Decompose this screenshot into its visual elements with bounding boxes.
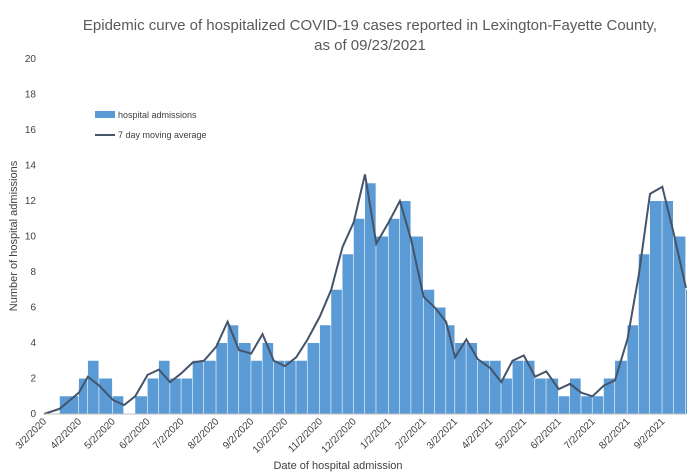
admissions-bar: [365, 183, 376, 414]
admissions-bar: [319, 325, 331, 414]
x-tick-label: 6/2/2021: [529, 416, 565, 452]
x-tick-label: 8/2/2021: [597, 416, 633, 452]
admissions-bar: [434, 307, 446, 414]
admissions-bar: [296, 360, 307, 414]
x-tick-label: 2/2/2021: [393, 416, 429, 452]
admissions-bar: [603, 378, 615, 414]
x-tick-label: 10/2/2020: [251, 416, 291, 456]
y-tick-label: 0: [30, 409, 36, 420]
admissions-bar: [285, 360, 296, 414]
y-tick-label: 2: [30, 374, 36, 385]
legend-label-admissions: hospital admissions: [118, 110, 197, 120]
y-axis-label: Number of hospital admissions: [8, 160, 20, 311]
admissions-bar: [423, 289, 435, 414]
admissions-bar: [501, 378, 512, 414]
admissions-bar: [112, 396, 124, 414]
y-tick-label: 10: [25, 232, 37, 243]
x-tick-label: 11/2/2020: [286, 416, 325, 455]
admissions-bar: [227, 325, 239, 414]
admissions-bar: [569, 378, 581, 414]
chart-subtitle: as of 09/23/2021: [314, 37, 426, 54]
legend-label-moving-average: 7 day moving average: [118, 130, 207, 140]
legend-bar-swatch: [95, 111, 115, 118]
y-tick-label: 8: [30, 267, 36, 278]
admissions-bar: [388, 218, 400, 414]
admissions-bar: [216, 343, 227, 414]
y-tick-label: 12: [25, 196, 37, 207]
y-axis-ticks: 0 2 4 6 8 10 12 14 16 18 20: [25, 54, 37, 420]
moving-average-line: [43, 174, 687, 415]
admissions-bar: [78, 378, 88, 414]
admissions-bar: [649, 201, 662, 414]
admissions-bar: [466, 343, 478, 414]
admissions-bars: [59, 183, 687, 414]
admissions-bar: [262, 343, 274, 414]
y-tick-label: 20: [25, 54, 37, 65]
admissions-bar: [342, 254, 354, 414]
admissions-bar: [87, 360, 99, 414]
y-tick-label: 4: [30, 338, 36, 349]
x-tick-label: 7/2/2020: [151, 416, 187, 452]
admissions-bar: [523, 360, 535, 414]
admissions-bar: [662, 201, 674, 414]
admissions-bar: [581, 396, 592, 414]
x-tick-label: 1/2/2021: [358, 416, 394, 452]
admissions-bar: [203, 360, 216, 414]
admissions-bar: [181, 378, 193, 414]
admissions-bar: [512, 360, 524, 414]
admissions-bar: [546, 378, 559, 414]
x-tick-label: 8/2/2020: [186, 416, 222, 452]
admissions-bar: [455, 343, 466, 414]
admissions-bar: [353, 218, 365, 414]
x-tick-label: 5/2/2021: [494, 416, 530, 452]
admissions-bar: [638, 254, 650, 414]
admissions-bar: [192, 360, 204, 414]
admissions-bar: [158, 360, 170, 414]
admissions-bar: [251, 360, 262, 414]
x-tick-label: 3/2/2021: [425, 416, 461, 452]
admissions-bar: [673, 236, 686, 414]
x-axis-label: Date of hospital admission: [273, 460, 402, 472]
admissions-bar: [99, 378, 113, 414]
admissions-bar: [238, 343, 251, 414]
admissions-bar: [273, 360, 285, 414]
admissions-bar: [376, 236, 389, 414]
admissions-bar: [592, 396, 604, 414]
x-tick-label: 4/2/2020: [49, 416, 85, 452]
legend: hospital admissions 7 day moving average: [95, 110, 207, 140]
admissions-bar: [490, 360, 501, 414]
admissions-bar: [135, 396, 148, 414]
admissions-bar: [170, 378, 181, 414]
admissions-bar: [535, 378, 546, 414]
y-tick-label: 6: [30, 303, 36, 314]
admissions-bar: [686, 289, 687, 414]
admissions-bar: [615, 360, 627, 414]
admissions-bar: [307, 343, 320, 414]
x-tick-label: 4/2/2021: [460, 416, 496, 452]
admissions-bar: [627, 325, 639, 414]
admissions-bar: [411, 236, 423, 414]
chart-title: Epidemic curve of hospitalized COVID-19 …: [83, 17, 657, 34]
x-tick-label: 12/2/2020: [320, 416, 360, 456]
admissions-bar: [399, 201, 411, 414]
y-tick-label: 18: [25, 90, 37, 101]
admissions-bar: [59, 396, 79, 414]
x-tick-label: 7/2/2021: [562, 416, 598, 452]
x-tick-label: 9/2/2021: [632, 416, 668, 452]
y-tick-label: 16: [25, 125, 37, 136]
admissions-bar: [477, 360, 490, 414]
x-tick-label: 5/2/2020: [83, 416, 119, 452]
y-tick-label: 14: [25, 161, 37, 172]
admissions-bar: [331, 289, 342, 414]
admissions-bar: [147, 378, 159, 414]
admissions-bar: [558, 396, 570, 414]
x-tick-label: 3/2/2020: [14, 416, 50, 452]
x-tick-label: 6/2/2020: [117, 416, 153, 452]
admissions-bar: [446, 325, 455, 414]
